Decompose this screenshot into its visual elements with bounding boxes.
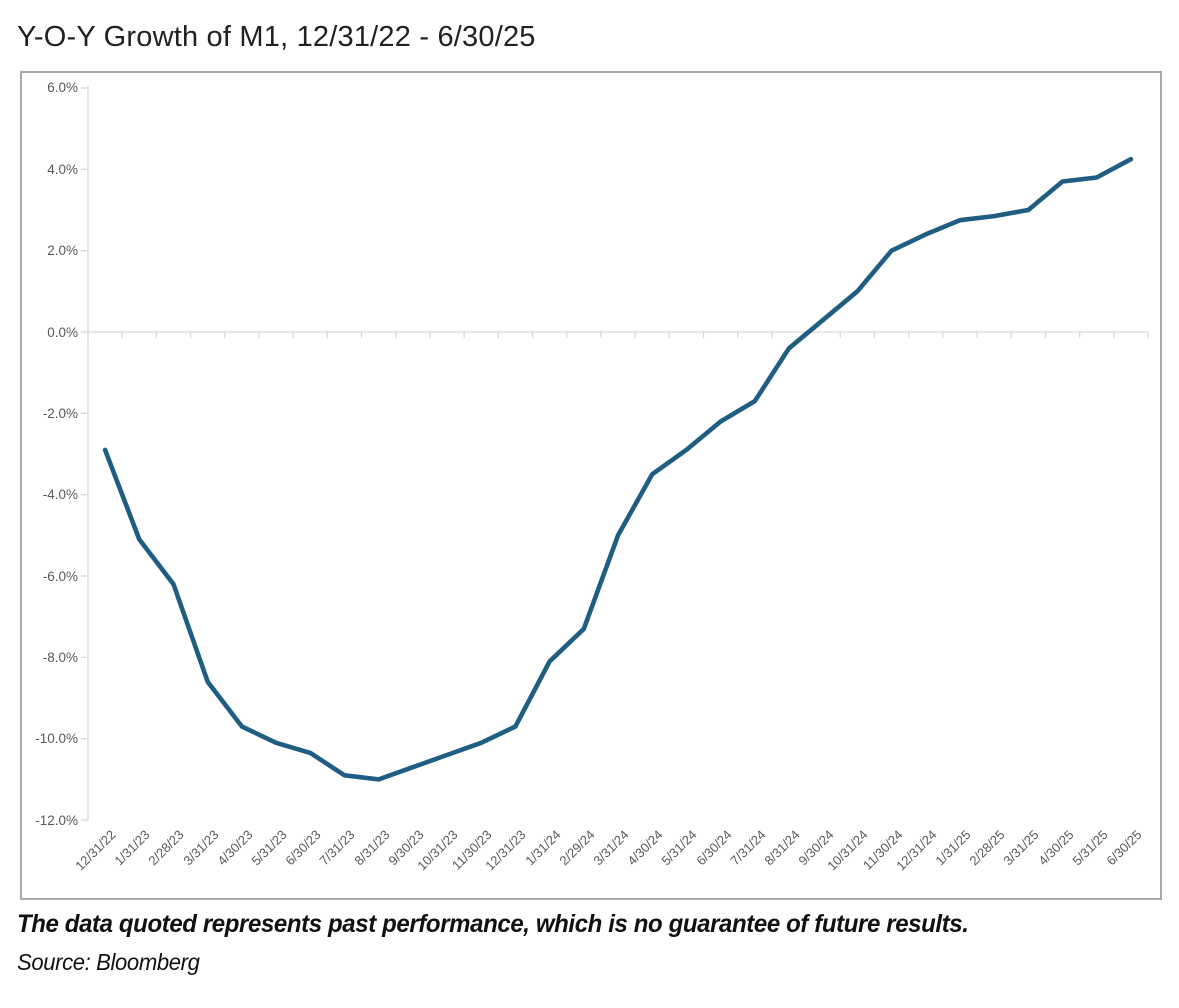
y-axis-tick-label: -2.0% xyxy=(42,405,78,421)
y-axis-tick-label: 0.0% xyxy=(47,324,78,340)
data-series-line xyxy=(102,156,1134,782)
y-axis-tick-label: -6.0% xyxy=(42,568,78,584)
y-axis-tick-label: 6.0% xyxy=(47,80,78,96)
source-text: Source: Bloomberg xyxy=(17,949,200,975)
y-axis-tick-label: -10.0% xyxy=(35,731,78,747)
y-axis-tick-label: 2.0% xyxy=(47,243,78,259)
y-axis-tick-label: -4.0% xyxy=(42,487,78,503)
y-axis-tick-label: -8.0% xyxy=(42,649,78,665)
chart-frame: 6.0% 4.0% 2.0% 0.0% -2.0% -4.0% -6.0% -8.0% -10.… xyxy=(20,71,1162,900)
y-axis-tick-label: 4.0% xyxy=(47,161,78,177)
disclaimer-text: The data quoted represents past performa… xyxy=(17,910,969,938)
chart-title: Y-O-Y Growth of M1, 12/31/22 - 6/30/25 xyxy=(17,21,536,53)
y-axis-tick-label: -12.0% xyxy=(35,812,78,828)
line-chart xyxy=(81,85,1149,821)
